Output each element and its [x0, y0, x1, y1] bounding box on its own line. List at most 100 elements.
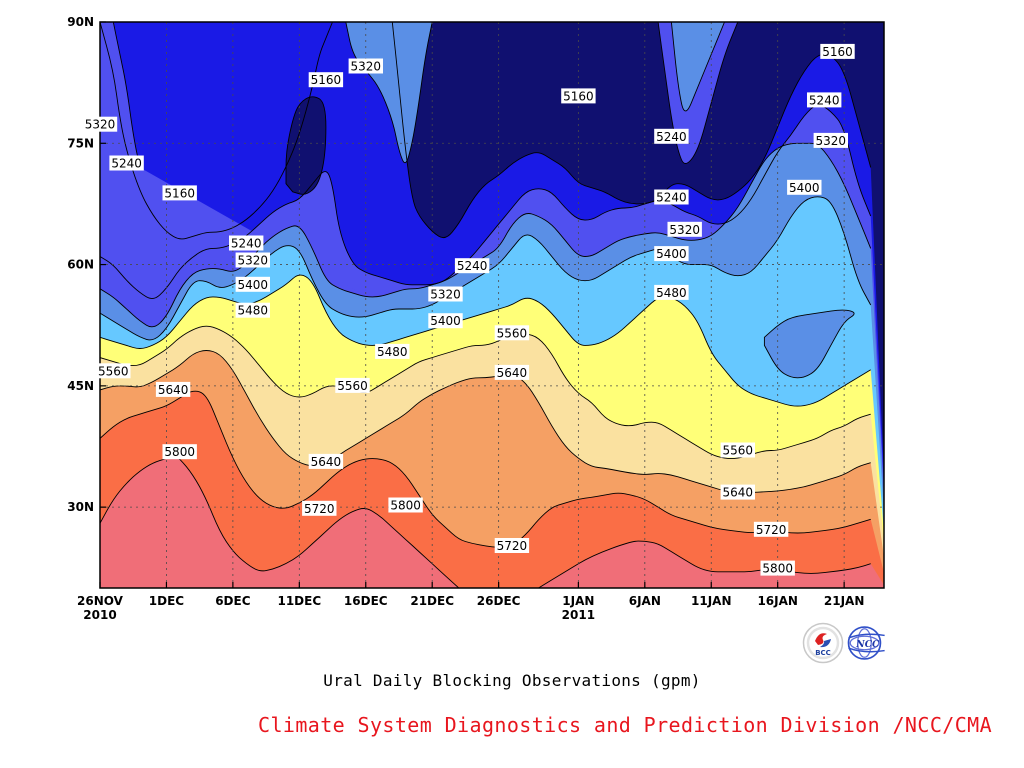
fill-band-5800 — [100, 455, 459, 588]
contour-label-box — [753, 521, 789, 537]
contour-label: 5160 — [311, 73, 342, 87]
contour-label: 5160 — [822, 45, 853, 59]
x-tick-label: 11DEC — [277, 594, 321, 608]
contour-label: 5400 — [656, 247, 687, 261]
contour-label: 5400 — [789, 181, 820, 195]
contour-label-box — [162, 185, 197, 201]
contour-label: 5240 — [457, 259, 488, 273]
contour-label-box — [760, 560, 795, 576]
contour-label-box — [667, 221, 702, 237]
contour-label-box — [302, 500, 337, 516]
contour-label: 5720 — [304, 502, 335, 516]
contour-label-box — [335, 377, 370, 393]
x-tick-sublabel: 2011 — [562, 608, 595, 622]
contour-label: 5560 — [723, 444, 754, 458]
contour-label-box — [454, 258, 490, 274]
x-tick-label: 6DEC — [215, 594, 251, 608]
contour-label: 5480 — [238, 304, 269, 318]
x-tick-label: 16JAN — [757, 594, 798, 608]
x-tick-label: 16DEC — [344, 594, 388, 608]
contour-label: 5400 — [238, 278, 269, 292]
contour-label-box — [235, 252, 270, 268]
contour-label-box — [494, 538, 530, 553]
isoline-5320 — [345, 22, 433, 164]
contour-label: 5240 — [656, 191, 687, 205]
isoline-5400 — [100, 196, 872, 341]
contour-label-box — [235, 276, 270, 292]
contour-label-box — [720, 484, 755, 500]
x-tick-label: 21DEC — [410, 594, 454, 608]
fill-band-5320 — [671, 22, 725, 111]
contour-label-box — [654, 128, 689, 144]
x-tick-label: 1DEC — [149, 594, 185, 608]
contour-label-box — [807, 92, 842, 108]
contour-label: 5400 — [430, 314, 461, 328]
x-tick-sublabel: 2010 — [83, 608, 116, 622]
contour-label: 5640 — [311, 455, 342, 469]
isoline-5720 — [100, 390, 871, 548]
contour-label-box — [820, 43, 855, 59]
isoline-5800 — [100, 455, 460, 588]
contour-label: 5240 — [809, 93, 840, 107]
contour-label: 5480 — [377, 345, 408, 359]
contour-label: 5240 — [656, 130, 687, 144]
contour-labels: 5800 5800 5800 5720 5720 5720 5640 5640 5640 5640… — [82, 43, 855, 576]
isoline-5320 — [670, 22, 725, 112]
contour-label-box — [82, 116, 118, 132]
contour-label: 5320 — [669, 223, 700, 237]
contour-lines — [100, 22, 872, 588]
isoline-5160 — [285, 96, 327, 195]
contour-label: 5720 — [756, 523, 787, 537]
y-tick-label: 75N — [67, 136, 94, 150]
contour-label: 5160 — [164, 186, 195, 200]
y-tick-label: 60N — [67, 258, 94, 272]
contour-fills — [100, 22, 884, 588]
contour-label-box — [428, 286, 463, 302]
isoline-5240 — [657, 22, 739, 164]
contour-label: 5560 — [337, 379, 368, 393]
contour-label-box — [428, 313, 463, 329]
contour-label-box — [348, 58, 383, 74]
contour-label-box — [308, 72, 344, 88]
contour-label: 5560 — [98, 364, 129, 378]
contour-label: 5800 — [390, 499, 421, 513]
contour-label-box — [654, 284, 689, 300]
contour-label: 5640 — [158, 383, 189, 397]
contour-label-box — [654, 189, 689, 205]
contour-label-box — [96, 363, 131, 379]
isoline-5400 — [763, 309, 855, 379]
chart-title: Ural Daily Blocking Observations (gpm) — [323, 671, 701, 690]
y-tick-label: 45N — [67, 379, 94, 393]
contour-label: 5240 — [111, 157, 142, 171]
contour-label: 5160 — [563, 89, 594, 103]
contour-label: 5240 — [231, 237, 262, 251]
contour-label-box — [654, 246, 689, 262]
contour-label-box — [162, 444, 197, 460]
plot-frame — [99, 21, 885, 589]
contour-label-box — [235, 302, 270, 318]
contour-label-box — [375, 343, 410, 359]
contour-label: 5320 — [430, 288, 461, 302]
contour-label: 5320 — [85, 118, 116, 132]
contour-label: 5720 — [497, 539, 528, 553]
contour-label-box — [388, 497, 423, 513]
contour-label-box — [155, 381, 191, 397]
contour-label-box — [494, 325, 530, 341]
fill-band-5800 — [538, 541, 884, 588]
contour-label: 5800 — [762, 562, 793, 576]
svg-text:BCC: BCC — [815, 649, 831, 657]
x-tick-label: 26DEC — [477, 594, 521, 608]
x-tick-label: 6JAN — [629, 594, 661, 608]
contour-label-box — [229, 235, 264, 251]
isoline-5160 — [100, 22, 333, 240]
isoline-5560 — [100, 325, 871, 460]
contour-label: 5320 — [816, 134, 847, 148]
bcc-logo: BCC — [802, 622, 844, 664]
contour-label: 5320 — [351, 60, 382, 74]
isoline-5800 — [538, 540, 871, 588]
y-tick-label: 90N — [67, 15, 94, 29]
contour-label: 5640 — [723, 486, 754, 500]
ncc-logo: NCC — [847, 626, 885, 660]
svg-text:NCC: NCC — [855, 639, 880, 650]
